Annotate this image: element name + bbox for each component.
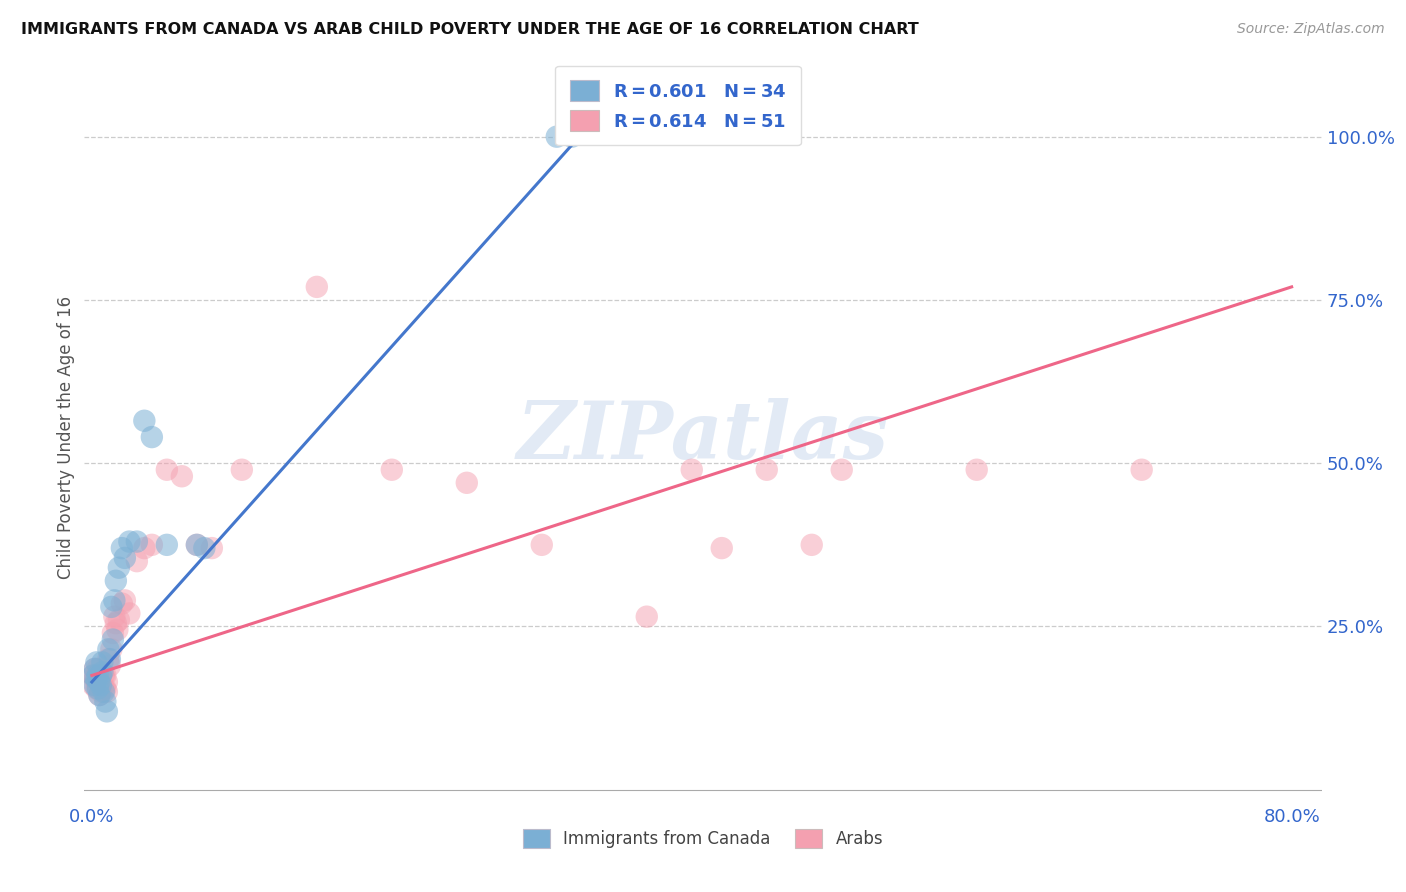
Point <box>83 678 105 692</box>
Point <box>114 593 136 607</box>
Point <box>91 678 114 692</box>
Point <box>94 695 117 709</box>
Point <box>755 463 778 477</box>
Point <box>108 613 131 627</box>
Point <box>97 642 120 657</box>
Point <box>98 652 121 666</box>
Point <box>114 550 136 565</box>
Point <box>101 632 124 647</box>
Point <box>104 574 127 588</box>
Point <box>87 681 110 696</box>
Y-axis label: Child Poverty Under the Age of 16: Child Poverty Under the Age of 16 <box>56 295 75 579</box>
Point <box>381 463 404 477</box>
Point <box>94 668 117 682</box>
Point <box>186 538 208 552</box>
Point <box>681 463 703 477</box>
Point <box>89 688 111 702</box>
Point <box>111 597 134 611</box>
Point <box>87 662 110 676</box>
Point <box>86 681 108 696</box>
Point <box>90 668 112 682</box>
Point <box>1130 463 1153 477</box>
Point <box>561 129 583 144</box>
Point <box>90 685 112 699</box>
Point <box>831 463 853 477</box>
Point <box>118 534 141 549</box>
Point <box>96 675 118 690</box>
Point <box>103 609 125 624</box>
Point <box>82 678 104 692</box>
Point <box>966 463 988 477</box>
Point <box>87 678 110 692</box>
Point <box>93 668 115 682</box>
Point <box>83 662 105 676</box>
Point <box>100 599 122 614</box>
Point <box>100 642 122 657</box>
Point <box>186 538 208 552</box>
Point <box>636 609 658 624</box>
Point <box>710 541 733 555</box>
Point <box>93 681 115 696</box>
Point <box>170 469 193 483</box>
Point <box>91 656 114 670</box>
Point <box>231 463 253 477</box>
Point <box>98 658 121 673</box>
Point <box>90 678 112 692</box>
Point <box>94 681 117 696</box>
Point <box>156 538 179 552</box>
Point <box>82 668 104 682</box>
Point <box>87 668 110 682</box>
Point <box>546 129 568 144</box>
Point <box>82 668 104 682</box>
Point <box>134 541 156 555</box>
Point <box>93 685 115 699</box>
Point <box>97 652 120 666</box>
Text: Source: ZipAtlas.com: Source: ZipAtlas.com <box>1237 22 1385 37</box>
Legend: Immigrants from Canada, Arabs: Immigrants from Canada, Arabs <box>515 821 891 856</box>
Point <box>104 616 127 631</box>
Point <box>89 675 111 690</box>
Point <box>193 541 215 555</box>
Point <box>96 685 118 699</box>
Point <box>105 623 128 637</box>
Point <box>90 668 112 682</box>
Point <box>108 560 131 574</box>
Point <box>86 656 108 670</box>
Point <box>83 672 105 686</box>
Point <box>125 534 148 549</box>
Point <box>125 554 148 568</box>
Point <box>305 280 328 294</box>
Point <box>141 430 163 444</box>
Point <box>134 414 156 428</box>
Point <box>86 672 108 686</box>
Point <box>89 675 111 690</box>
Point <box>103 593 125 607</box>
Point <box>101 626 124 640</box>
Point <box>91 665 114 680</box>
Point <box>118 607 141 621</box>
Point <box>86 668 108 682</box>
Point <box>111 541 134 555</box>
Point <box>91 665 114 680</box>
Point <box>89 688 111 702</box>
Point <box>96 705 118 719</box>
Text: ZIPatlas: ZIPatlas <box>517 399 889 475</box>
Text: IMMIGRANTS FROM CANADA VS ARAB CHILD POVERTY UNDER THE AGE OF 16 CORRELATION CHA: IMMIGRANTS FROM CANADA VS ARAB CHILD POV… <box>21 22 920 37</box>
Point <box>141 538 163 552</box>
Point <box>456 475 478 490</box>
Point <box>800 538 823 552</box>
Point <box>530 538 553 552</box>
Point <box>156 463 179 477</box>
Point <box>201 541 224 555</box>
Point <box>83 662 105 676</box>
